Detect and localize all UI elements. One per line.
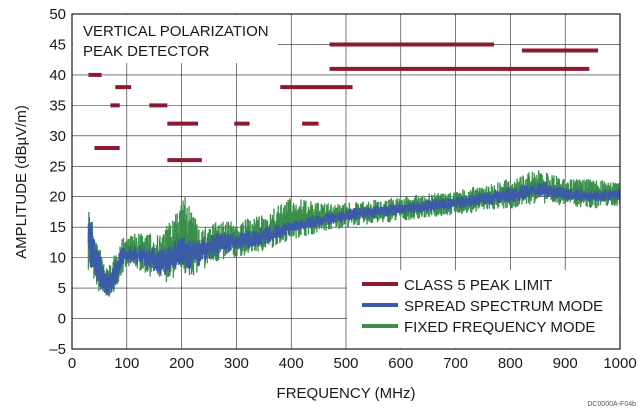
annotation-line-1: VERTICAL POLARIZATION xyxy=(83,23,269,40)
x-tick-label: 600 xyxy=(388,355,413,372)
y-tick-label: 30 xyxy=(49,128,66,145)
x-tick-label: 800 xyxy=(498,355,523,372)
x-tick-label: 0 xyxy=(68,355,76,372)
legend: CLASS 5 PEAK LIMIT SPREAD SPECTRUM MODE … xyxy=(347,270,619,348)
x-tick-label: 700 xyxy=(443,355,468,372)
x-tick-label: 500 xyxy=(333,355,358,372)
x-tick-label: 900 xyxy=(553,355,578,372)
y-tick-label: 35 xyxy=(49,97,66,114)
y-tick-label: 0 xyxy=(58,311,66,328)
legend-label-fixed: FIXED FREQUENCY MODE xyxy=(404,319,595,336)
y-tick-label: 10 xyxy=(49,250,66,267)
annotation-line-2: PEAK DETECTOR xyxy=(83,43,210,60)
x-axis-title: FREQUENCY (MHz) xyxy=(277,385,416,402)
x-tick-label: 200 xyxy=(169,355,194,372)
figure-code: DC0000A-F04b xyxy=(587,401,636,408)
plot-frame xyxy=(71,13,621,350)
legend-label-spread: SPREAD SPECTRUM MODE xyxy=(404,298,603,315)
x-tick-label: 1000 xyxy=(603,355,636,372)
series-spread-spectrum xyxy=(87,182,620,296)
data-traces xyxy=(87,170,620,297)
y-tick-label: 15 xyxy=(49,219,66,236)
y-tick-label: 50 xyxy=(49,6,66,23)
legend-label-limit: CLASS 5 PEAK LIMIT xyxy=(404,277,552,294)
x-tick-label: 100 xyxy=(114,355,139,372)
x-tick-label: 400 xyxy=(279,355,304,372)
y-tick-label: 5 xyxy=(58,280,66,297)
y-tick-label: 25 xyxy=(49,158,66,175)
y-axis-title: AMPLITUDE (dBµV/m) xyxy=(13,105,30,259)
series-spread-spectrum-trace xyxy=(87,182,620,296)
x-tick-label: 300 xyxy=(224,355,249,372)
y-tick-label: 45 xyxy=(49,36,66,53)
limit-lines xyxy=(88,42,599,163)
y-tick-label: –5 xyxy=(49,341,66,358)
y-tick-label: 40 xyxy=(49,67,66,84)
axis-ticks: 0 100 200 300 400 500 600 700 800 900 1000–5051015… xyxy=(49,6,636,372)
y-tick-label: 20 xyxy=(49,189,66,206)
annotation-background xyxy=(73,15,278,63)
